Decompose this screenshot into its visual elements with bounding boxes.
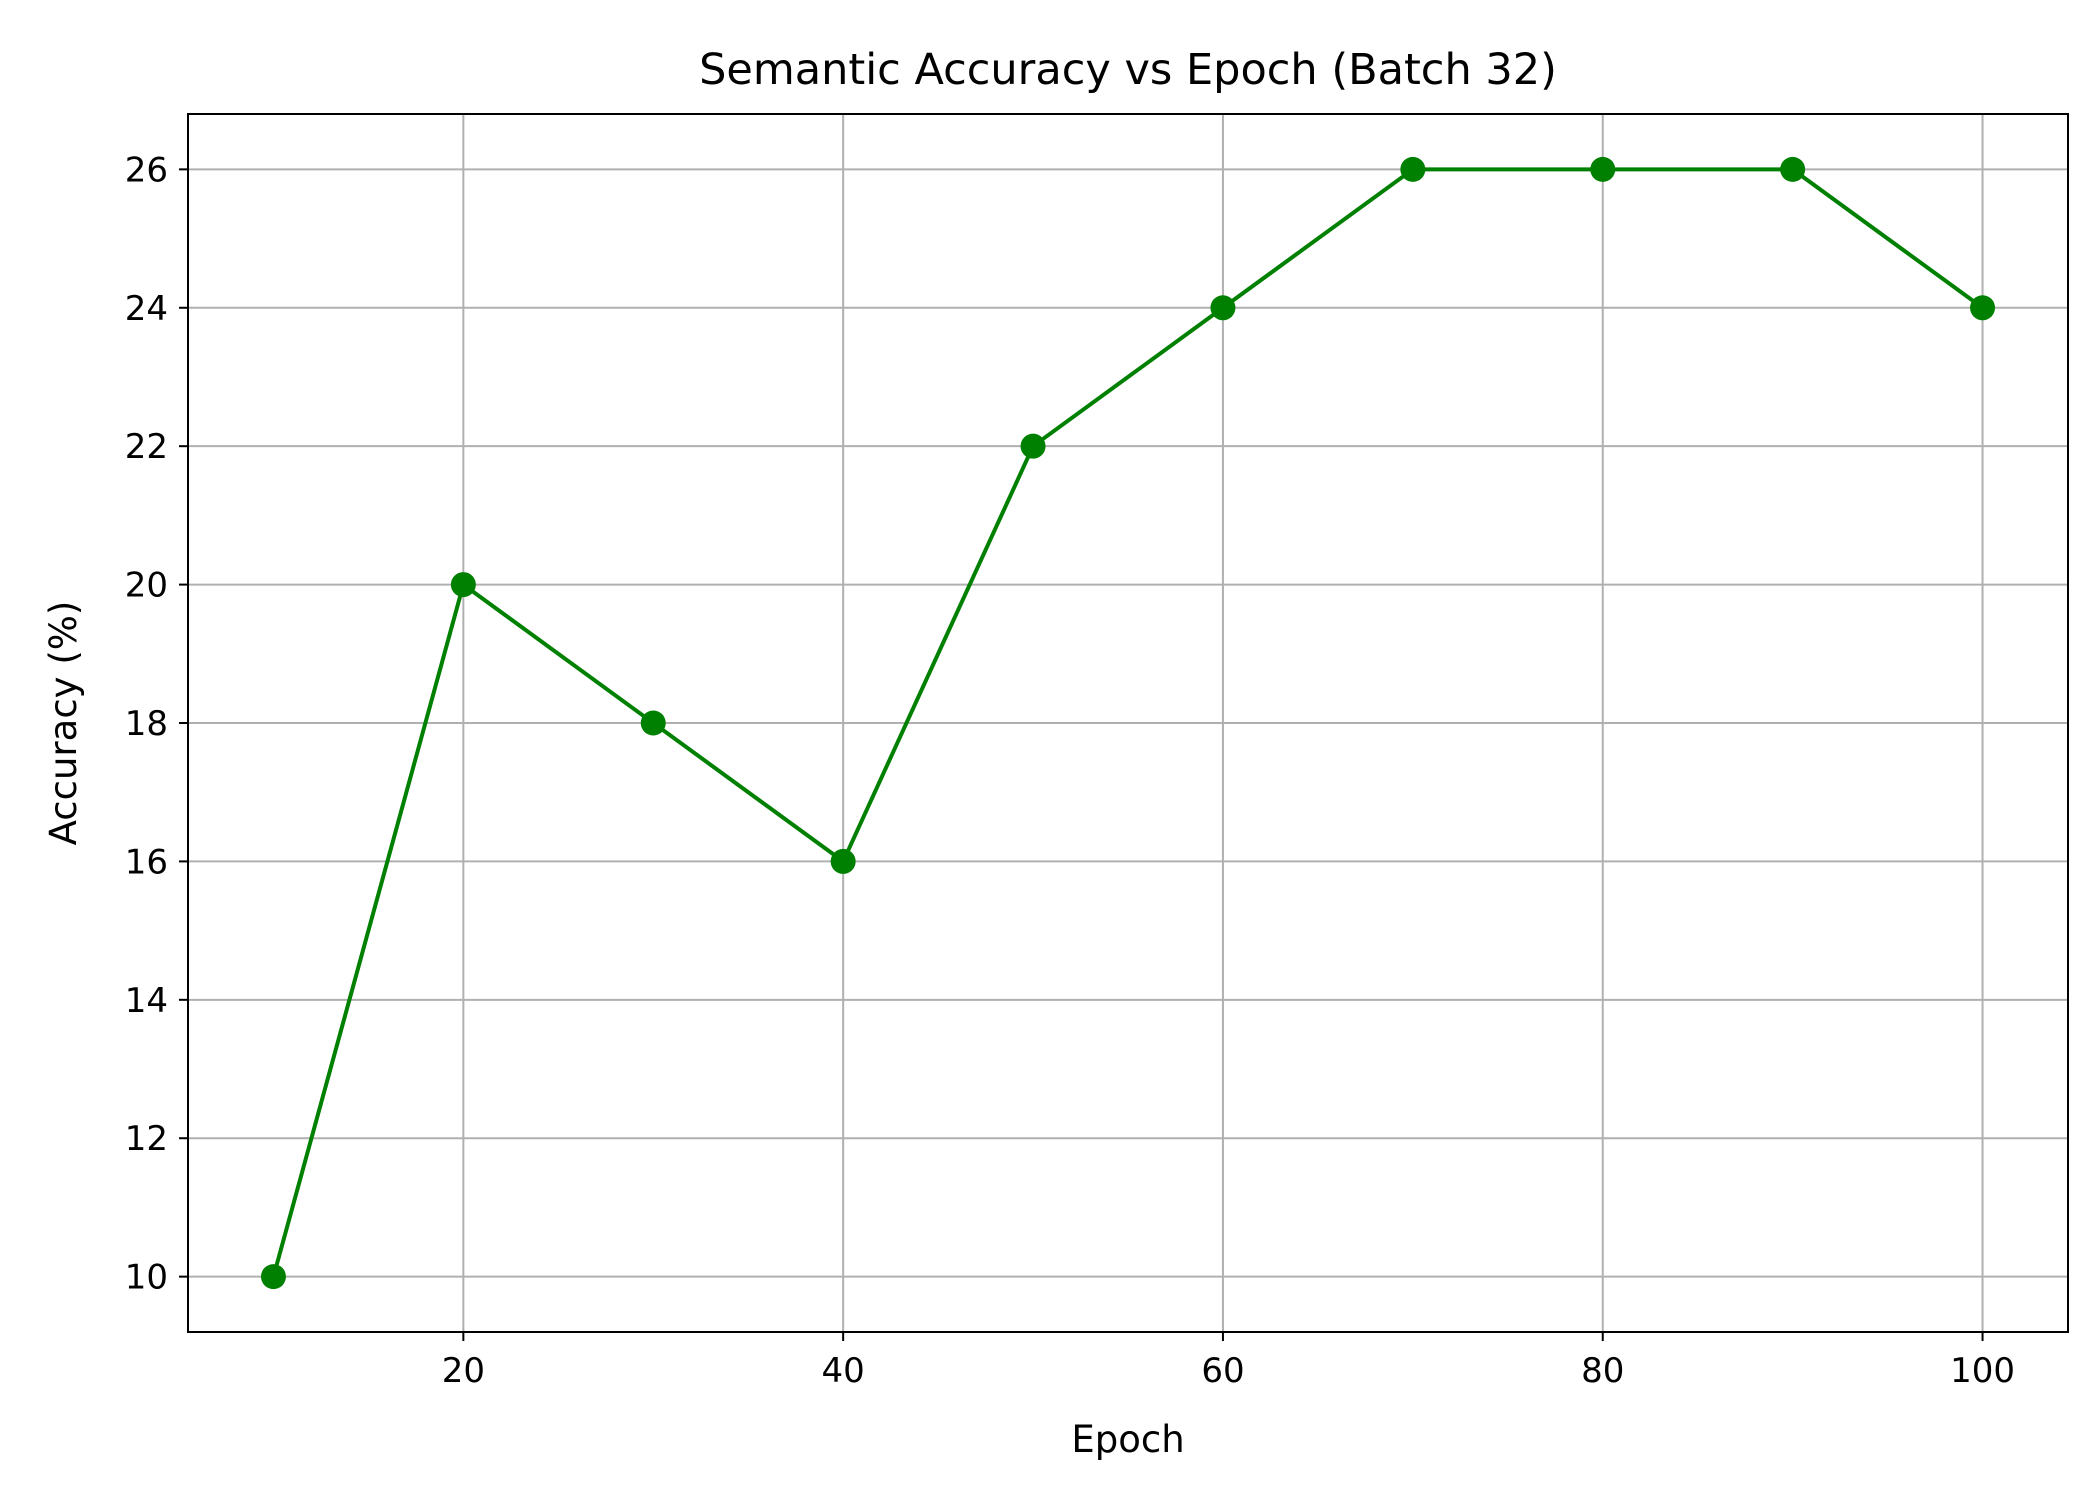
y-tick-label: 16	[125, 842, 168, 882]
data-point	[260, 1264, 286, 1290]
y-tick-label: 14	[125, 981, 168, 1021]
data-point	[1020, 433, 1046, 459]
data-point	[1210, 295, 1236, 321]
chart-title: Semantic Accuracy vs Epoch (Batch 32)	[699, 45, 1557, 95]
data-point	[1780, 156, 1806, 182]
x-tick-label: 100	[1950, 1351, 2015, 1391]
data-point	[1400, 156, 1426, 182]
series-line	[271, 167, 1984, 1278]
x-axis-label: Epoch	[1071, 1418, 1184, 1461]
data-point	[830, 848, 856, 874]
y-tick-label: 24	[125, 289, 168, 329]
data-point	[1590, 156, 1616, 182]
y-tick-label: 10	[125, 1258, 168, 1298]
y-tick-label: 12	[125, 1119, 168, 1159]
data-point	[1970, 295, 1996, 321]
axis-ticks: 20 40 60 80 100 10 12 14 16 18 20 22 24 26	[125, 150, 2015, 1391]
series-layer	[260, 156, 1996, 1290]
x-tick-label: 40	[822, 1351, 865, 1391]
y-tick-label: 26	[125, 150, 168, 190]
y-tick-label: 18	[125, 704, 168, 744]
y-tick-label: 20	[125, 566, 168, 606]
data-point	[450, 572, 476, 598]
y-axis-label: Accuracy (%)	[42, 601, 85, 846]
y-tick-label: 22	[125, 427, 168, 467]
data-point	[640, 710, 666, 736]
x-tick-label: 20	[442, 1351, 485, 1391]
x-tick-label: 80	[1581, 1351, 1624, 1391]
x-tick-label: 60	[1201, 1351, 1244, 1391]
